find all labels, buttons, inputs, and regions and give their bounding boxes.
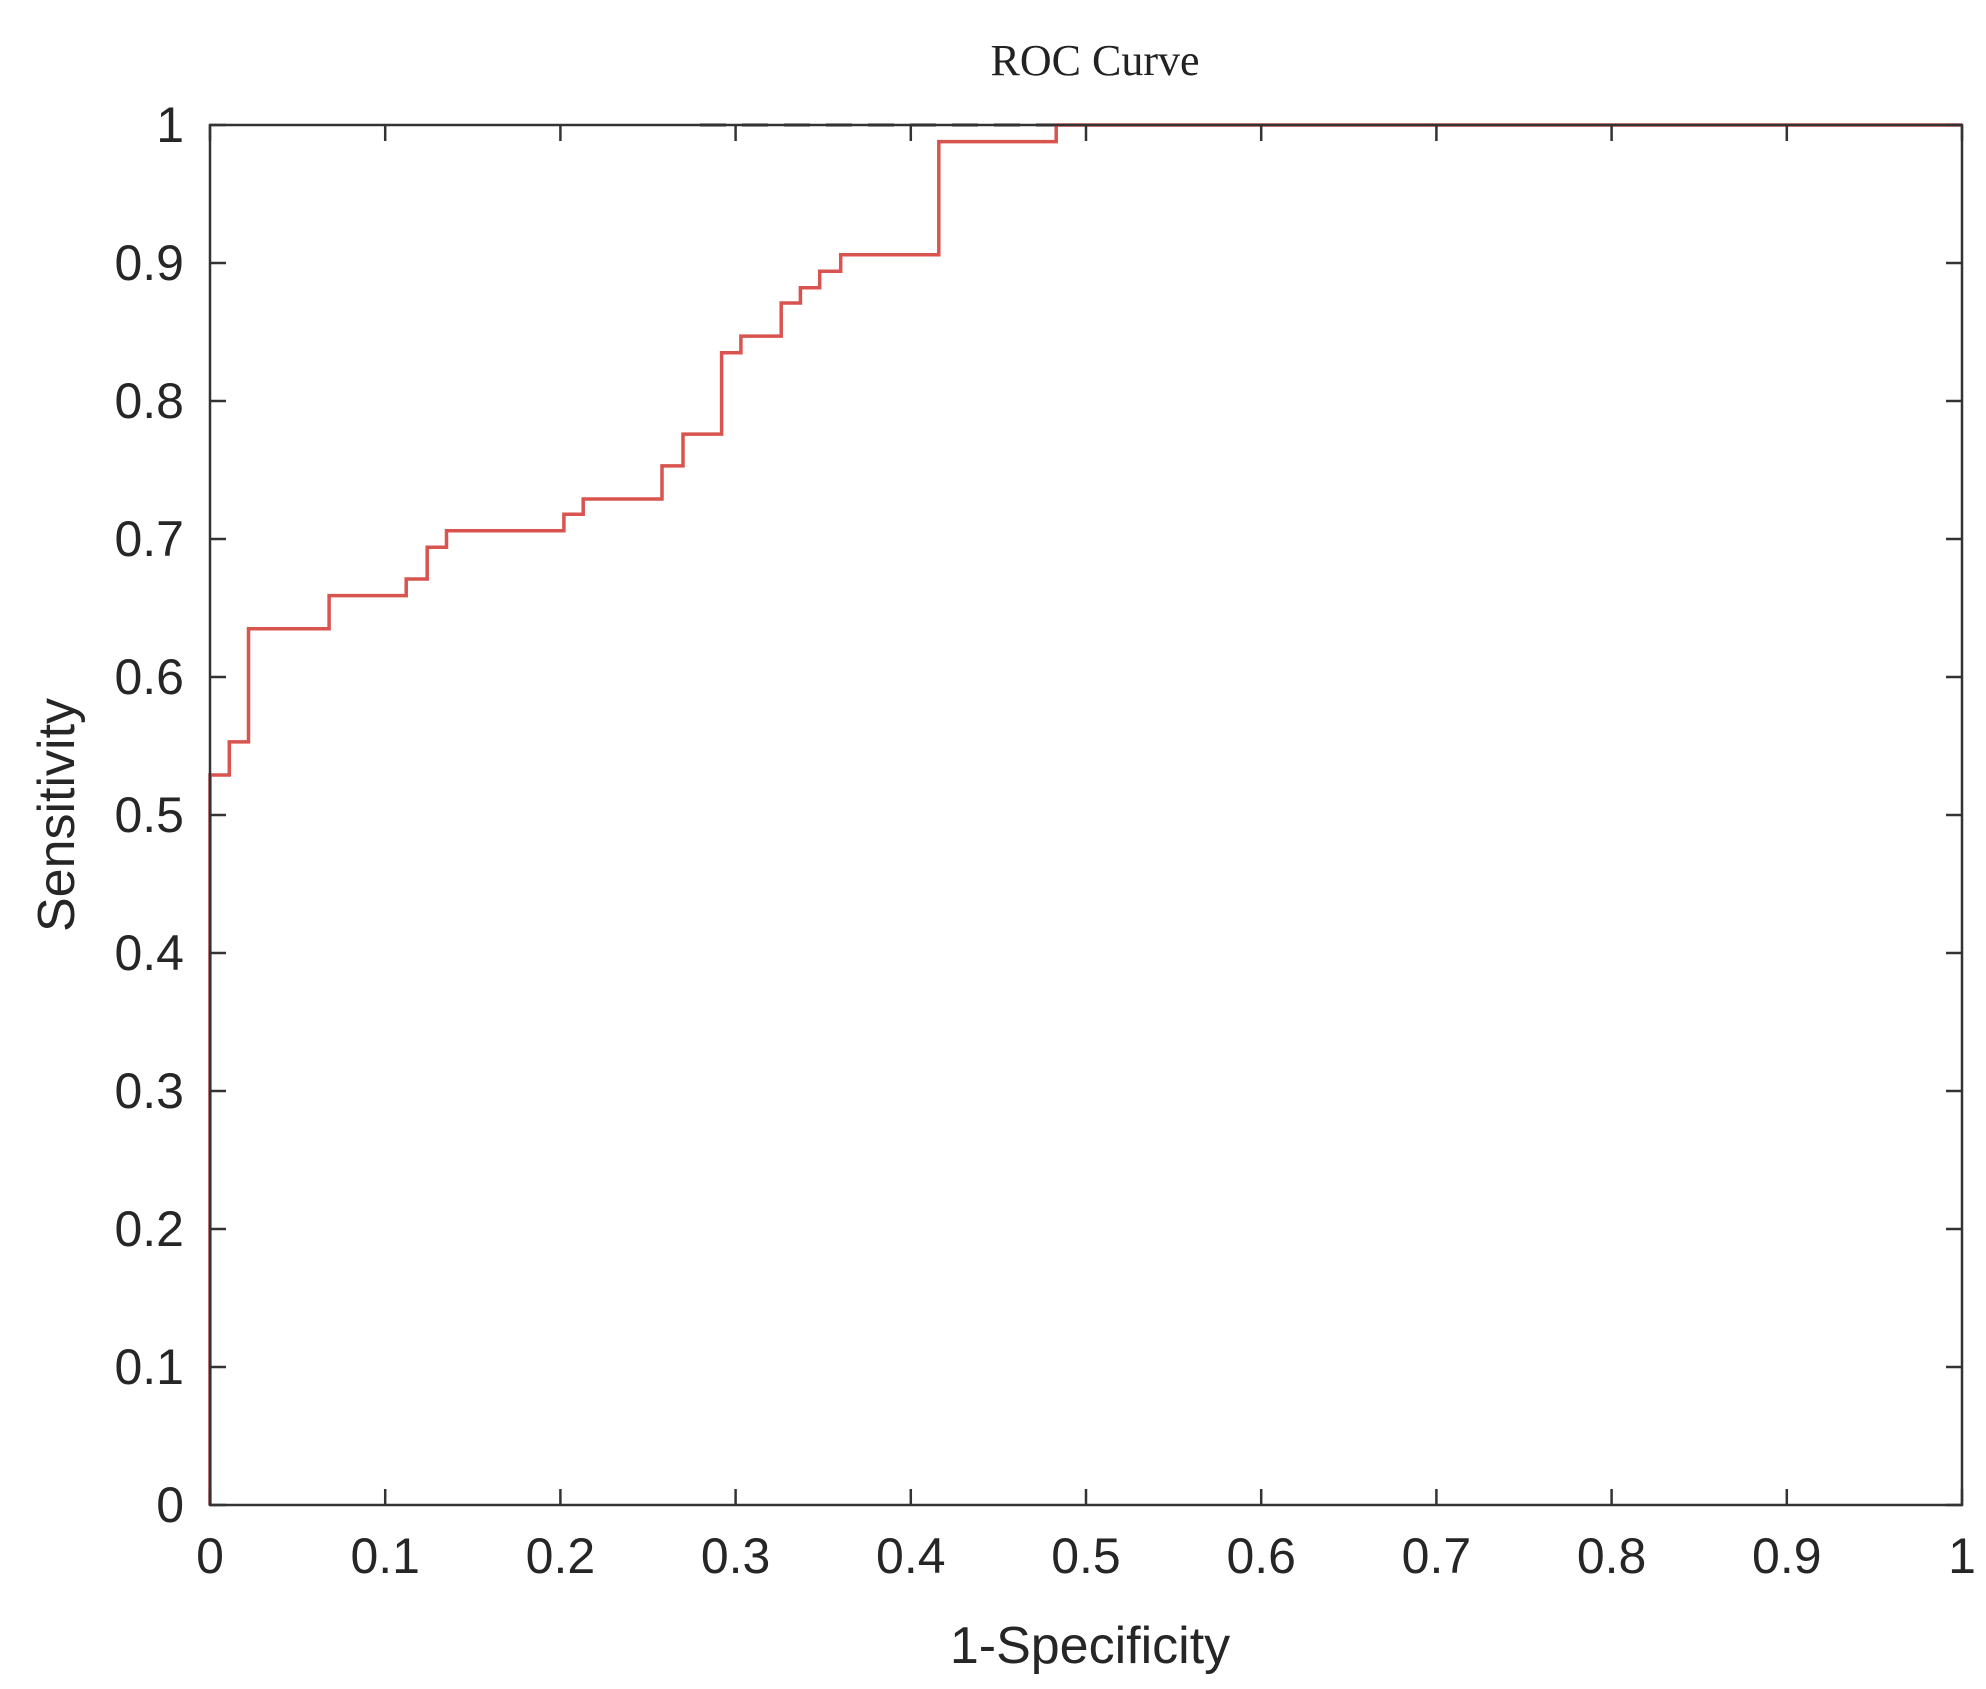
x-tick-label: 0.2 — [526, 1528, 596, 1584]
roc-curve-layer — [208, 123, 1962, 1505]
x-tick-label: 0.5 — [1051, 1528, 1121, 1584]
ticks-layer: 0 0.1 0.2 0.3 0.4 0.5 0.6 0.7 0.8 0.9 1 0 0.1 0.2 0.3 0… — [114, 97, 1975, 1584]
y-tick-label: 0.5 — [114, 787, 184, 843]
y-tick-label: 0.7 — [114, 511, 184, 567]
x-tick-label: 0.6 — [1226, 1528, 1296, 1584]
y-tick-label: 0.6 — [114, 649, 184, 705]
x-tick-label: 0.9 — [1752, 1528, 1822, 1584]
roc-curve-series-0 — [208, 123, 1962, 1505]
y-tick-label: 0.1 — [114, 1339, 184, 1395]
y-tick-label: 0.4 — [114, 925, 184, 981]
y-tick-label: 0.3 — [114, 1063, 184, 1119]
y-tick-label: 1 — [156, 97, 184, 153]
x-tick-label: 1 — [1948, 1528, 1976, 1584]
x-tick-label: 0.1 — [350, 1528, 420, 1584]
plot-area — [210, 125, 1962, 1505]
x-tick-label: 0.8 — [1577, 1528, 1647, 1584]
x-tick-label: 0.3 — [701, 1528, 771, 1584]
x-tick-label: 0.7 — [1402, 1528, 1472, 1584]
y-tick-label: 0.2 — [114, 1201, 184, 1257]
chart-title: ROC Curve — [991, 36, 1200, 85]
x-tick-label: 0.4 — [876, 1528, 946, 1584]
x-tick-label: 0 — [196, 1528, 224, 1584]
y-axis-label: Sensitivity — [28, 698, 86, 932]
y-tick-label: 0.8 — [114, 373, 184, 429]
y-tick-label: 0 — [156, 1477, 184, 1533]
y-tick-label: 0.9 — [114, 235, 184, 291]
x-axis-label: 1-Specificity — [950, 1617, 1230, 1675]
